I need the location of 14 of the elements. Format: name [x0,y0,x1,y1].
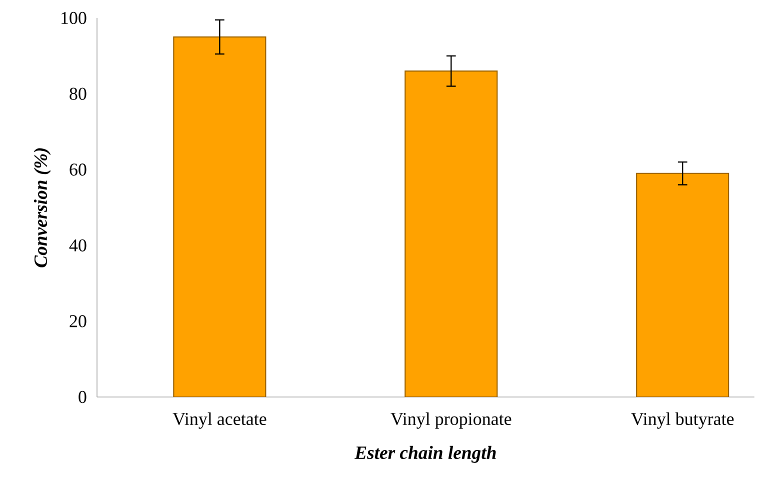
y-tick-label: 100 [62,12,86,24]
y-tick-label: 60 [70,164,86,176]
y-tick-label: 80 [70,88,86,100]
x-tick-label: Vinyl propionate [390,412,512,429]
x-tick-label: Vinyl butyrate [631,412,734,429]
bar [636,172,730,398]
y-tick-label: 0 [78,390,86,404]
x-axis-title: Ester chain length [354,446,496,463]
y-tick-label: 20 [70,315,86,328]
y-axis-title: Conversion (%) [34,148,51,268]
x-tick-label: Vinyl acetate [172,412,266,429]
y-tick-label: 40 [69,239,86,252]
bar [173,36,266,398]
bar [404,70,498,398]
